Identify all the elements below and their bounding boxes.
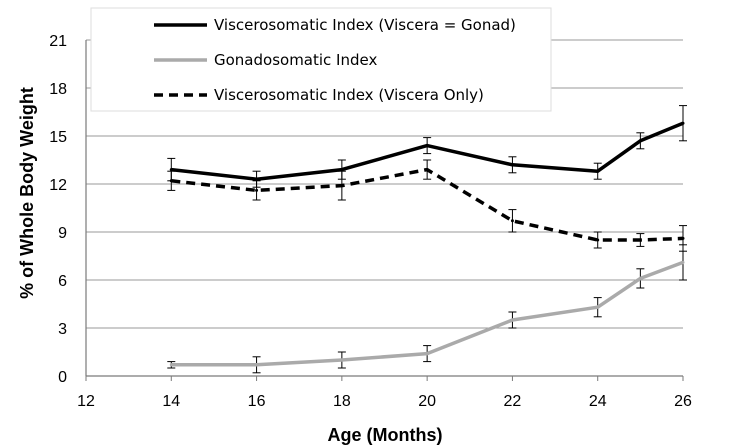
data-point-gonadosomatic-4: [510, 318, 514, 322]
data-point-viscera-only-7: [681, 236, 685, 240]
y-tick-label-18: 18: [49, 81, 67, 98]
series-line-visceral-gonad: [171, 121, 684, 181]
data-point-viscera-only-2: [340, 184, 344, 188]
data-point-visceral-gonad-3: [425, 144, 429, 148]
x-tick-label-14: 14: [162, 393, 180, 410]
legend-label-gonadosomatic: Gonadosomatic Index: [214, 51, 377, 69]
x-tick-label-16: 16: [248, 393, 266, 410]
y-tick-label-12: 12: [49, 177, 67, 194]
data-point-visceral-gonad-0: [169, 168, 173, 172]
series-group: [167, 105, 687, 374]
series-gonadosomatic: [167, 244, 687, 374]
x-tick-label-18: 18: [333, 393, 351, 410]
x-tick-label-22: 22: [504, 393, 522, 410]
data-point-gonadosomatic-3: [425, 352, 429, 356]
legend-label-visceral-gonad: Viscerosomatic Index (Viscera = Gonad): [214, 16, 516, 34]
series-visceral-gonad: [167, 105, 687, 188]
data-point-visceral-gonad-6: [638, 139, 642, 143]
data-point-gonadosomatic-0: [169, 363, 173, 367]
series-viscera-only: [167, 159, 687, 252]
x-tick-label-26: 26: [674, 393, 692, 410]
y-tick-label-9: 9: [58, 225, 67, 242]
y-tick-label-0: 0: [58, 369, 67, 386]
y-tick-label-3: 3: [58, 321, 67, 338]
data-point-gonadosomatic-6: [638, 276, 642, 280]
legend-label-viscera-only: Viscerosomatic Index (Viscera Only): [214, 86, 484, 104]
data-point-viscera-only-1: [255, 188, 259, 192]
data-point-visceral-gonad-2: [340, 168, 344, 172]
data-point-viscera-only-6: [638, 238, 642, 242]
data-point-visceral-gonad-5: [596, 169, 600, 173]
x-tick-label-24: 24: [589, 393, 607, 410]
data-point-viscera-only-3: [425, 168, 429, 172]
x-axis-label: Age (Months): [328, 425, 443, 445]
x-tick-label-20: 20: [418, 393, 436, 410]
data-point-gonadosomatic-1: [255, 363, 259, 367]
series-line-viscera-only: [171, 167, 684, 242]
data-point-visceral-gonad-4: [510, 163, 514, 167]
data-point-viscera-only-4: [510, 219, 514, 223]
data-point-visceral-gonad-7: [681, 121, 685, 125]
series-line-gonadosomatic: [171, 260, 684, 367]
y-axis-label: % of Whole Body Weight: [17, 87, 37, 299]
legend: Viscerosomatic Index (Viscera = Gonad) Go…: [90, 7, 552, 112]
y-axis-ticks: 0 3 6 9 12 15 18 21: [49, 33, 67, 386]
data-point-visceral-gonad-1: [255, 177, 259, 181]
axes: [85, 40, 683, 377]
x-tick-label-12: 12: [77, 393, 95, 410]
data-point-gonadosomatic-2: [340, 358, 344, 362]
x-axis-ticks: 12 14 16 18 20 22 24 26: [77, 376, 692, 410]
y-tick-label-21: 21: [49, 33, 67, 50]
data-point-viscera-only-0: [169, 179, 173, 183]
y-tick-label-15: 15: [49, 129, 67, 146]
data-point-gonadosomatic-7: [681, 260, 685, 264]
data-point-viscera-only-5: [596, 238, 600, 242]
data-point-gonadosomatic-5: [596, 305, 600, 309]
y-tick-label-6: 6: [58, 273, 67, 290]
